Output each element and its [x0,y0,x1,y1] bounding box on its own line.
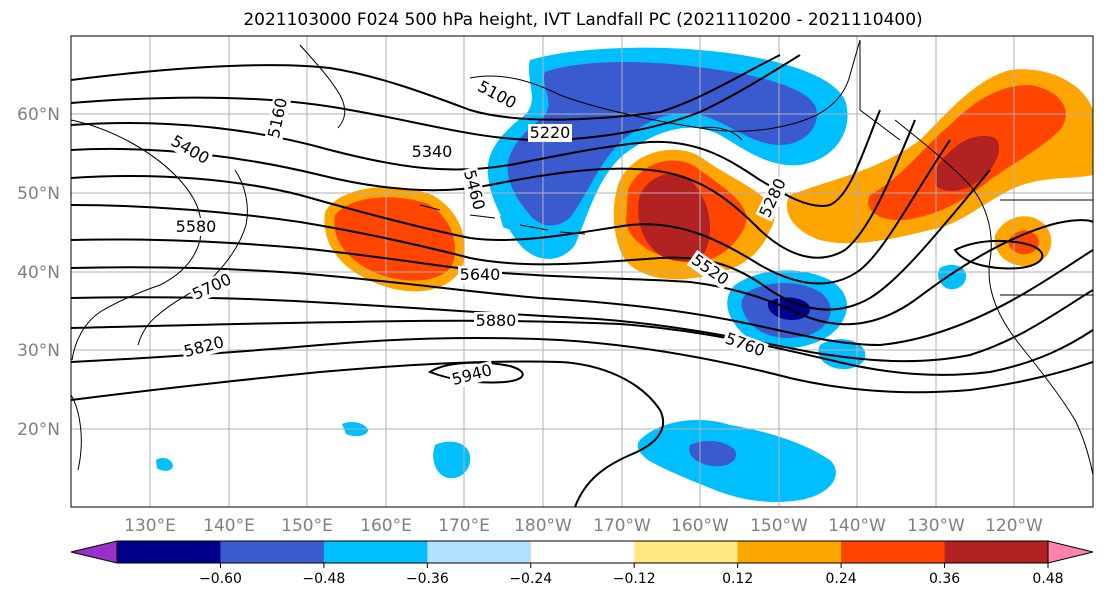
height-contour [71,360,665,507]
lon-label: 150°W [750,516,808,536]
alaska-coastline [469,39,861,141]
lon-label: 170°E [438,516,490,536]
colorbar-swatch [220,541,325,563]
height-contour [71,319,1093,376]
contour-label-bg [174,218,218,236]
colorbar-frame [116,540,1049,564]
lon-label: 140°E [203,516,255,536]
latitude-labels: 60°N 50°N 40°N 30°N 20°N [17,105,60,440]
ivt-positive-region [334,197,455,281]
colorbar-swatch [634,541,739,563]
map-title: 2021103000 F024 500 hPa height, IVT Land… [243,10,922,30]
colorbar-swatch [737,541,842,563]
lon-label: 130°W [907,516,965,536]
colorbar-tick-label: 0.24 [826,571,857,587]
lat-label: 40°N [17,263,60,283]
colorbar-ticks: −0.60 −0.48 −0.36 −0.24 −0.12 0.12 0.24 0.36 0.4… [199,563,1064,587]
height-contour [71,119,916,259]
lat-label: 60°N [17,105,60,125]
colorbar-tick-label: −0.12 [613,571,656,587]
height-contours [71,54,1093,507]
contour-label: 5640 [460,265,501,284]
colorbar-tick-label: −0.60 [199,571,242,587]
aleutian-islands [419,204,586,235]
ivt-positive-region [638,173,711,262]
colorbar-tick-label: 0.12 [722,571,753,587]
colorbar-tick-label: 0.36 [929,571,960,587]
kamchatka-coastline [299,44,346,129]
lat-label: 30°N [17,341,60,361]
colorbar-swatch [117,541,221,563]
height-contour [71,219,1093,326]
colorbar-swatch [323,541,428,563]
lon-label: 180°W [514,516,572,536]
lat-label: 50°N [17,184,60,204]
colorbar-swatch [841,541,946,563]
height-contour [71,109,881,207]
colorbar-tick-label: −0.24 [509,571,552,587]
contour-label-bg [188,269,236,305]
ivt-shading [156,47,1093,502]
ivt-negative-region [938,264,967,290]
contour-label: 5580 [176,217,217,236]
canada-borders [859,40,1093,296]
contour-label-bg [474,312,518,330]
height-contour [71,336,1093,394]
colorbar-swatches [70,540,1094,564]
lon-label: 150°E [281,516,333,536]
contour-label-bg [473,76,521,114]
ivt-positive-region [1008,230,1039,255]
ivt-negative-region [818,339,866,370]
height-contour [71,249,1093,347]
contour-label: 5220 [530,123,571,142]
contour-label-bg [448,360,496,390]
colorbar-tick-label: −0.36 [406,571,449,587]
height-contour [71,54,781,121]
colorbar-swatch [530,541,635,563]
lat-label: 20°N [17,420,60,440]
lon-label: 130°E [124,516,176,536]
lon-label: 170°W [593,516,651,536]
map-frame [70,35,1094,508]
contour-label-bg [410,143,454,161]
contour-label-bg [180,332,228,362]
height-contour [71,54,801,142]
height-contour [953,239,1044,270]
contour-label-bg [721,329,769,361]
contour-label-bg [459,166,489,214]
ivt-negative-region [156,458,173,471]
lon-label: 140°W [828,516,886,536]
contour-label: 5340 [412,142,453,161]
lon-label: 160°W [671,516,729,536]
lon-label: 160°E [360,516,412,536]
height-contour [71,139,951,285]
contour-label-bg [264,94,292,142]
ivt-negative-region [689,440,737,467]
north-america-coastline [894,119,1093,476]
ivt-negative-region [433,441,471,479]
colorbar-tick-label: 0.48 [1032,571,1063,587]
colorbar-tick-label: −0.48 [302,571,345,587]
contour-label-bg [458,266,502,284]
colorbar: −0.60 −0.48 −0.36 −0.24 −0.12 0.12 0.24 0.36 0.4… [70,540,1094,587]
height-contour [71,289,1093,363]
contour-label-bg [686,250,734,290]
contour-label-bg [166,131,214,169]
lon-label: 120°W [985,516,1043,536]
colorbar-swatch [427,541,532,563]
contour-label-bg [755,174,791,222]
longitude-labels: 130°E 140°E 150°E 160°E 170°E 180°W 170°… [124,516,1043,536]
colorbar-extend-high [1047,540,1094,564]
ivt-negative-region [637,420,836,502]
height-contour [71,169,991,311]
colorbar-swatch [944,541,1049,563]
colorbar-extend-low [70,540,118,564]
contour-label-bg [528,124,572,142]
contour-label: 5880 [476,311,517,330]
